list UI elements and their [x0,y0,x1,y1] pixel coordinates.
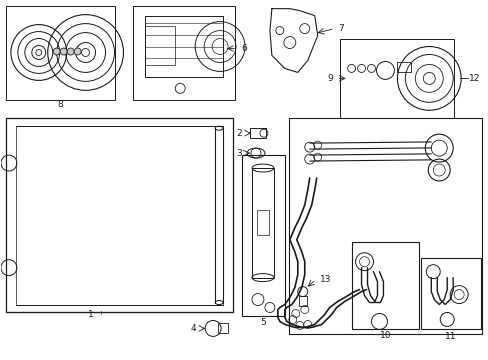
Circle shape [60,48,67,55]
Bar [249,128,265,138]
Text: 12: 12 [468,74,480,83]
Bar [397,62,410,72]
Text: 3: 3 [236,149,242,158]
Text: 1: 1 [87,310,93,319]
Text: 13: 13 [319,275,330,284]
Circle shape [74,48,81,55]
Bar [339,39,453,118]
Text: 9: 9 [326,74,332,83]
Bar [351,242,419,329]
Bar [6,6,115,100]
Text: 2: 2 [236,129,242,138]
Bar [298,296,306,306]
Bar [145,15,223,77]
Bar [218,323,227,333]
Text: 11: 11 [445,332,456,341]
Bar [256,210,268,235]
Text: 6: 6 [241,44,246,53]
Bar [288,118,481,334]
Bar [133,6,235,100]
Bar [251,168,273,278]
Bar [145,26,175,66]
Bar [421,258,480,329]
Bar [242,155,285,316]
Text: 8: 8 [58,100,63,109]
Text: 7: 7 [338,24,344,33]
Bar [6,118,233,312]
Circle shape [53,48,60,55]
Text: 10: 10 [379,331,390,340]
Text: 5: 5 [260,318,265,327]
Circle shape [67,48,74,55]
Text: 4: 4 [190,324,196,333]
Bar [16,126,223,305]
